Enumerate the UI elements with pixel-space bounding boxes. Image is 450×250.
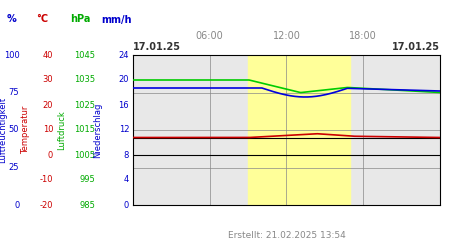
Text: 1005: 1005 bbox=[74, 150, 95, 160]
Text: 1025: 1025 bbox=[74, 100, 95, 110]
Text: 4: 4 bbox=[124, 176, 129, 184]
Text: Niederschlag: Niederschlag bbox=[94, 102, 103, 158]
Text: mm/h: mm/h bbox=[101, 14, 131, 24]
Text: 20: 20 bbox=[43, 100, 53, 110]
Text: 17.01.25: 17.01.25 bbox=[133, 42, 181, 52]
Text: 18:00: 18:00 bbox=[349, 31, 377, 41]
Text: 24: 24 bbox=[119, 50, 129, 59]
Bar bbox=[248, 55, 351, 205]
Text: 0: 0 bbox=[48, 150, 53, 160]
Text: -10: -10 bbox=[40, 176, 53, 184]
Text: -20: -20 bbox=[40, 200, 53, 209]
Text: 16: 16 bbox=[118, 100, 129, 110]
Text: 30: 30 bbox=[42, 76, 53, 84]
Text: 06:00: 06:00 bbox=[196, 31, 224, 41]
Text: 17.01.25: 17.01.25 bbox=[392, 42, 440, 52]
Text: 10: 10 bbox=[43, 126, 53, 134]
Text: 0: 0 bbox=[124, 200, 129, 209]
Text: 40: 40 bbox=[43, 50, 53, 59]
Text: Erstellt: 21.02.2025 13:54: Erstellt: 21.02.2025 13:54 bbox=[228, 231, 345, 240]
Text: %: % bbox=[6, 14, 16, 24]
Text: 8: 8 bbox=[124, 150, 129, 160]
Text: 985: 985 bbox=[80, 200, 95, 209]
Text: Luftdruck: Luftdruck bbox=[58, 110, 67, 150]
Text: 995: 995 bbox=[80, 176, 95, 184]
Text: 50: 50 bbox=[9, 126, 19, 134]
Text: 20: 20 bbox=[119, 76, 129, 84]
Text: 75: 75 bbox=[9, 88, 19, 97]
Text: 1035: 1035 bbox=[74, 76, 95, 84]
Text: 1045: 1045 bbox=[74, 50, 95, 59]
Text: 0: 0 bbox=[14, 200, 19, 209]
Text: 100: 100 bbox=[4, 50, 19, 59]
Text: 12: 12 bbox=[119, 126, 129, 134]
Text: Temperatur: Temperatur bbox=[21, 106, 30, 154]
Text: 25: 25 bbox=[9, 163, 19, 172]
Text: 1015: 1015 bbox=[74, 126, 95, 134]
Text: 12:00: 12:00 bbox=[273, 31, 300, 41]
Text: °C: °C bbox=[36, 14, 48, 24]
Text: hPa: hPa bbox=[70, 14, 90, 24]
Text: Luftfeuchtigkeit: Luftfeuchtigkeit bbox=[0, 97, 7, 163]
